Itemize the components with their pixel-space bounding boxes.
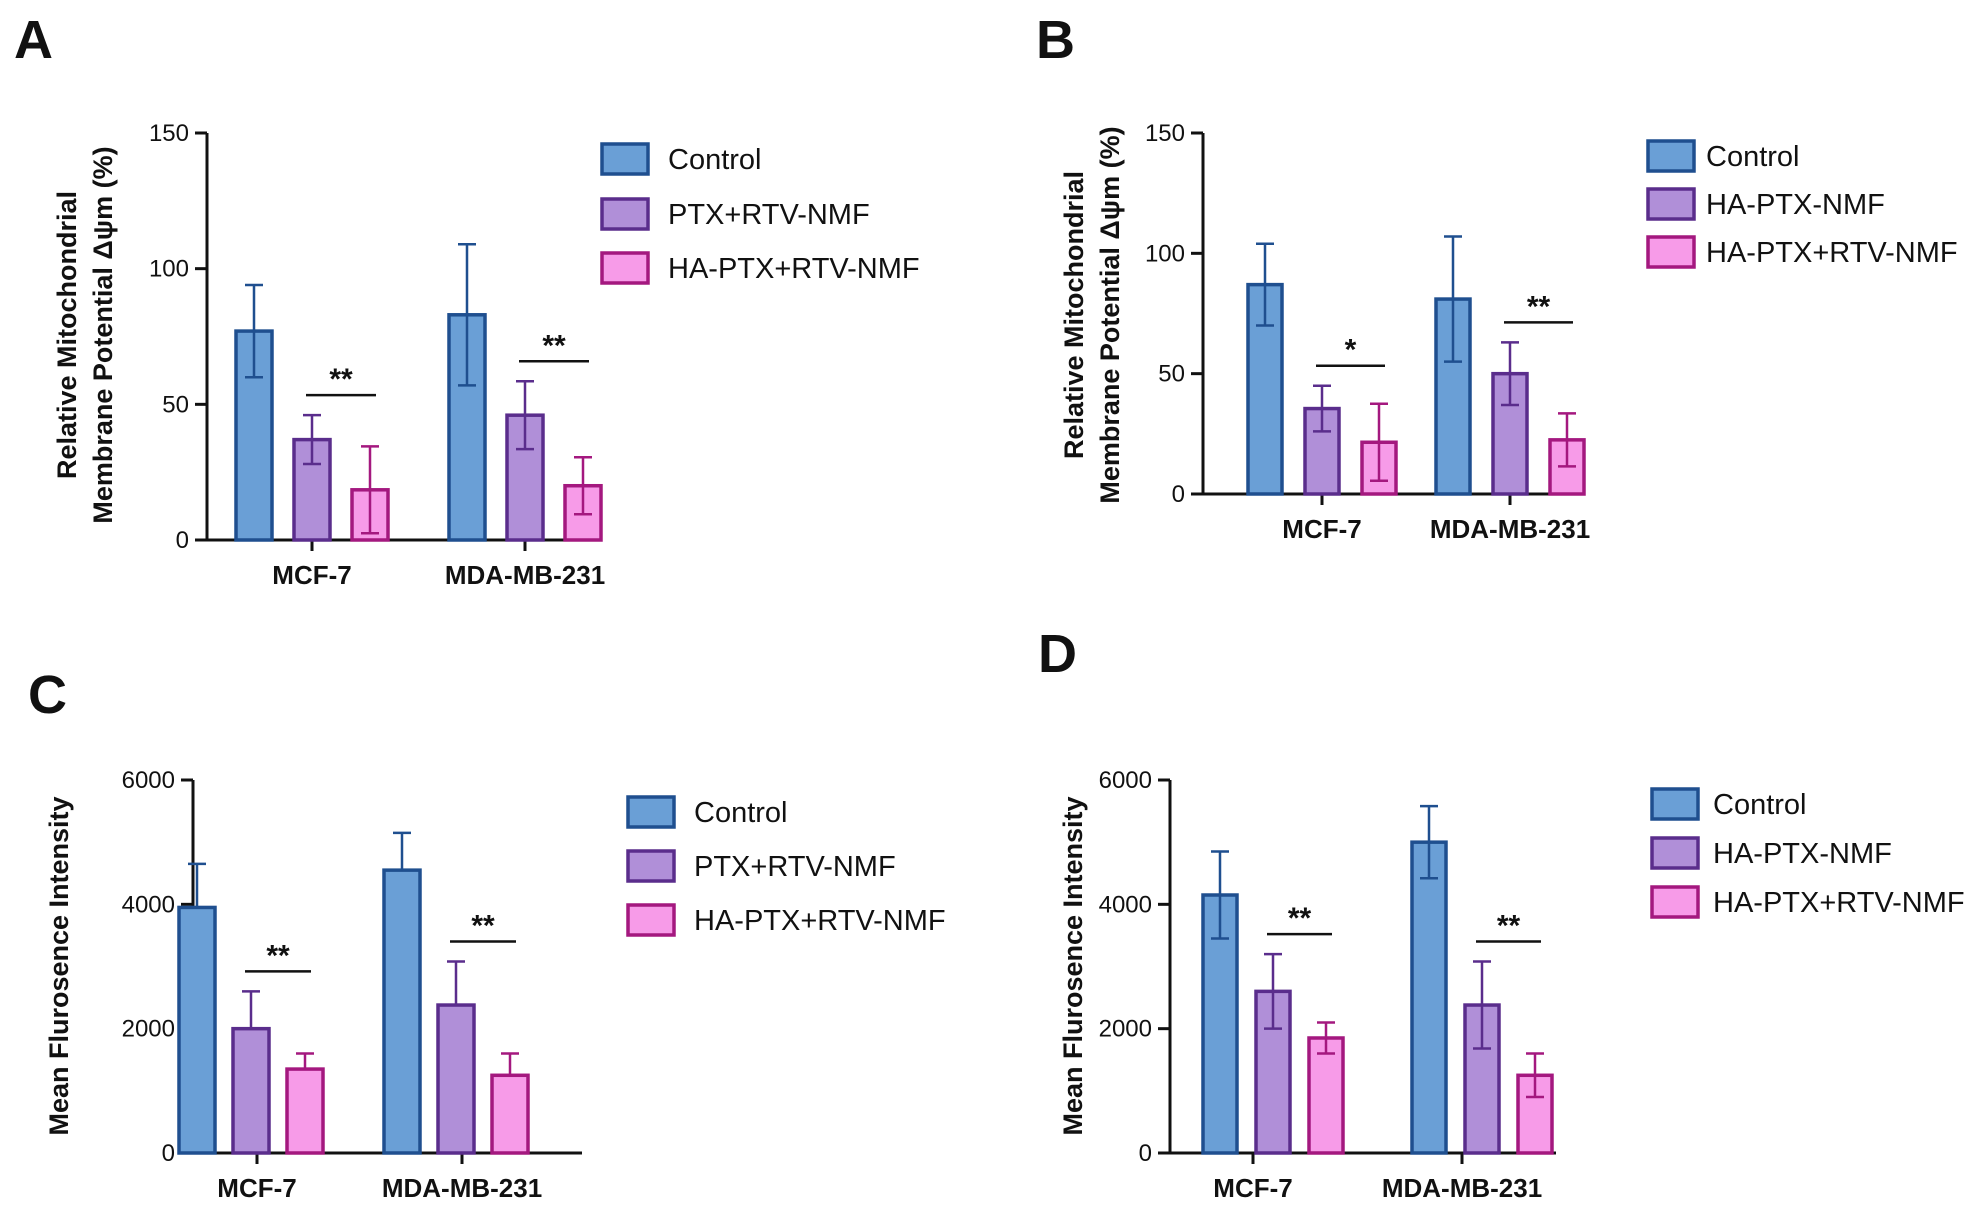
panel-d-category-label: MCF-7 [1213, 1173, 1292, 1203]
panel-c-ytick-label: 0 [162, 1140, 175, 1167]
panel-d-ylabel-line-0: Mean Flurosence Intensity [1058, 796, 1088, 1135]
panel-a-legend-label-2: HA-PTX+RTV-NMF [668, 253, 920, 285]
panel-c-category-label: MDA-MB-231 [382, 1173, 542, 1203]
panel-d-bar-2-0 [1307, 1036, 1345, 1155]
panel-d-legend-swatch-1 [1650, 836, 1700, 870]
panel-a-ylabel-line-0: Relative Mitochondrial [52, 191, 82, 479]
panel-b-significance-label-0: * [1345, 334, 1357, 367]
panel-b-ylabel-line-1: Membrane Potential Δψm (%) [1095, 126, 1125, 503]
panel-d-chart: D Mean Flurosence Intensity 0 2000 4000 6000 M… [1038, 624, 1965, 1203]
panel-d-significance-label-0: ** [1288, 902, 1312, 935]
panel-a-legend-label-1: PTX+RTV-NMF [668, 199, 870, 231]
panel-a-category-label: MDA-MB-231 [445, 560, 605, 590]
panel-d-legend-label-0: Control [1713, 789, 1807, 821]
panel-a-ytick-label: 150 [149, 120, 189, 147]
panel-b-significance-label-1: ** [1527, 290, 1551, 323]
panel-a-ylabel-line-1: Membrane Potential Δψm (%) [88, 146, 118, 523]
panel-c-ylabel-line-0: Mean Flurosence Intensity [44, 796, 74, 1135]
panel-d-ytick-label: 0 [1139, 1140, 1152, 1167]
panel-b-bar-0-1 [1434, 297, 1472, 496]
panel-c-ytick-label: 6000 [122, 767, 175, 794]
panel-d-legend-label-1: HA-PTX-NMF [1713, 838, 1892, 870]
panel-b-category-label: MDA-MB-231 [1430, 514, 1590, 544]
panel-b-bar-1-1 [1491, 371, 1529, 496]
panel-c-category-label: MCF-7 [217, 1173, 296, 1203]
panel-d-legend-swatch-0 [1650, 787, 1700, 821]
panel-b-ytick-label: 50 [1158, 361, 1185, 388]
panel-a-legend-swatch-0 [600, 142, 650, 176]
panel-c-legend-swatch-2 [626, 903, 676, 937]
panel-a-ytick-label: 50 [162, 391, 189, 418]
panel-d-letter: D [1038, 624, 1077, 684]
panel-c-ytick-label: 2000 [122, 1016, 175, 1043]
panel-d-ytick-label: 6000 [1099, 767, 1152, 794]
panel-c-bar-0-1 [382, 868, 422, 1155]
panel-b-ytick-label: 100 [1145, 240, 1185, 267]
panel-c-bar-0-0 [177, 905, 217, 1155]
panel-c-legend-label-1: PTX+RTV-NMF [694, 851, 896, 883]
panel-a-significance-label-0: ** [329, 363, 353, 396]
panel-d-category-label: MDA-MB-231 [1382, 1173, 1542, 1203]
panel-a-legend-swatch-1 [600, 197, 650, 231]
panel-c-ytick-label: 4000 [122, 891, 175, 918]
panel-c-legend-label-0: Control [694, 797, 788, 829]
panel-c-bar-2-1 [490, 1073, 530, 1155]
panel-c-significance-label-0: ** [266, 939, 290, 972]
panel-d-significance-label-1: ** [1497, 910, 1521, 943]
panel-b-legend-label-0: Control [1706, 141, 1800, 173]
panel-c-chart: C Mean Flurosence Intensity 0 2000 4000 6000 M… [28, 665, 946, 1203]
panel-c-significance-label-1: ** [471, 910, 495, 943]
panel-a-ytick-label: 100 [149, 256, 189, 283]
panel-c-legend-swatch-1 [626, 849, 676, 883]
panel-c-bar-2-0 [285, 1067, 325, 1155]
panel-d-legend-swatch-2 [1650, 885, 1700, 919]
panel-c-letter: C [28, 665, 67, 725]
panel-a-letter: A [14, 10, 53, 70]
panel-a-bar-1-0 [292, 437, 332, 542]
panel-a-ytick-label: 0 [176, 527, 189, 554]
panel-b-chart: B Relative Mitochondrial Membrane Potentia… [1036, 10, 1958, 544]
panel-c-bar-1-0 [231, 1026, 271, 1155]
panel-a-legend-label-0: Control [668, 144, 762, 176]
panel-b-legend-swatch-0 [1646, 139, 1696, 173]
panel-b-category-label: MCF-7 [1282, 514, 1361, 544]
panel-b-legend-swatch-2 [1646, 235, 1696, 269]
panel-b-legend-label-2: HA-PTX+RTV-NMF [1706, 237, 1958, 269]
panel-b-ytick-label: 0 [1172, 481, 1185, 508]
panel-b-ylabel-line-0: Relative Mitochondrial [1059, 171, 1089, 459]
panel-a-category-label: MCF-7 [272, 560, 351, 590]
panel-a-legend-swatch-2 [600, 251, 650, 285]
panel-b-legend-swatch-1 [1646, 187, 1696, 221]
panel-a-chart: A Relative Mitochondrial Membrane Potentia… [14, 10, 920, 590]
panel-d-bar-0-1 [1410, 840, 1448, 1155]
panel-b-letter: B [1036, 10, 1075, 70]
panel-d-ytick-label: 4000 [1099, 891, 1152, 918]
panel-a-significance-label-1: ** [542, 329, 566, 362]
panel-b-legend-label-1: HA-PTX-NMF [1706, 189, 1885, 221]
panel-c-legend-label-2: HA-PTX+RTV-NMF [694, 905, 946, 937]
panel-b-ytick-label: 150 [1145, 120, 1185, 147]
panel-d-ytick-label: 2000 [1099, 1016, 1152, 1043]
panel-c-bar-1-1 [436, 1003, 476, 1155]
panel-d-legend-label-2: HA-PTX+RTV-NMF [1713, 887, 1965, 919]
panel-c-legend-swatch-0 [626, 795, 676, 829]
